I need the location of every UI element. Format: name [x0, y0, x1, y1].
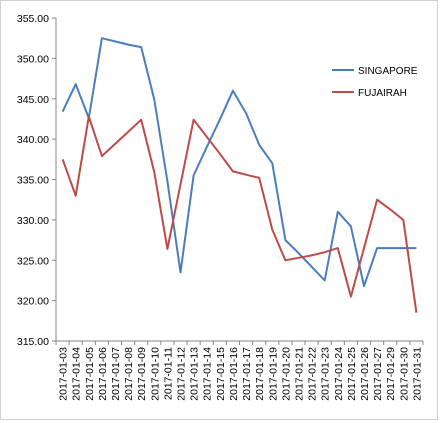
x-tick-label: 2017-01-19 — [267, 347, 279, 401]
y-tick-label: 315.00 — [17, 336, 49, 348]
x-tick-label: 2017-01-07 — [110, 347, 122, 401]
y-tick-label: 335.00 — [17, 175, 49, 187]
legend: SINGAPORE FUJAIRAH — [332, 66, 418, 99]
x-tick-label: 2017-01-13 — [189, 347, 201, 401]
x-tick-label: 2017-01-03 — [58, 347, 70, 401]
x-tick-label: 2017-01-16 — [228, 347, 240, 401]
x-tick-label: 2017-01-05 — [84, 347, 96, 401]
x-tick-label: 2017-01-12 — [176, 347, 188, 401]
x-tick-label: 2017-01-25 — [346, 347, 358, 401]
x-tick-label: 2017-01-31 — [411, 347, 423, 401]
y-tick-label: 340.00 — [17, 134, 49, 146]
x-tick-label: 2017-01-18 — [254, 347, 266, 401]
x-tick-label: 2017-01-20 — [280, 347, 292, 401]
y-tick-label: 350.00 — [17, 53, 49, 65]
x-tick-label: 2017-01-30 — [398, 347, 410, 401]
x-tick-label: 2017-01-17 — [241, 347, 253, 401]
legend-label-singapore: SINGAPORE — [358, 66, 418, 77]
series-line-fujairah — [61, 115, 418, 313]
x-tick-label: 2017-01-15 — [215, 347, 227, 401]
x-tick-label: 2017-01-29 — [385, 347, 397, 401]
y-tick-label: 320.00 — [17, 296, 49, 308]
x-tick-label: 2017-01-10 — [149, 347, 161, 401]
x-tick-label: 2017-01-24 — [333, 347, 345, 401]
series-lines — [61, 37, 418, 313]
y-tick-label: 345.00 — [17, 94, 49, 106]
x-tick-label: 2017-01-23 — [320, 347, 332, 401]
x-axis: 2017-01-03 2017-01-04 2017-01-05 2017-01-06… — [55, 340, 424, 401]
x-tick-label: 2017-01-27 — [372, 347, 384, 401]
y-tick-label: 330.00 — [17, 215, 49, 227]
y-axis: 315.00 320.00 325.00 330.00 335.00 340.00 345.… — [17, 13, 57, 348]
x-tick-label: 2017-01-06 — [97, 347, 109, 401]
x-tick-label: 2017-01-09 — [136, 347, 148, 401]
x-tick-label: 2017-01-14 — [202, 347, 214, 401]
x-tick-label: 2017-01-11 — [162, 347, 174, 400]
x-tick-label: 2017-01-26 — [359, 347, 371, 401]
series-line-singapore — [61, 37, 417, 288]
y-tick-label: 325.00 — [17, 255, 49, 267]
x-tick-label: 2017-01-04 — [71, 347, 83, 401]
y-tick-label: 355.00 — [17, 13, 49, 25]
x-tick-label: 2017-01-08 — [123, 347, 135, 401]
x-tick-label: 2017-01-22 — [307, 347, 319, 401]
legend-label-fujairah: FUJAIRAH — [358, 88, 407, 99]
x-tick-label: 2017-01-21 — [293, 347, 305, 401]
